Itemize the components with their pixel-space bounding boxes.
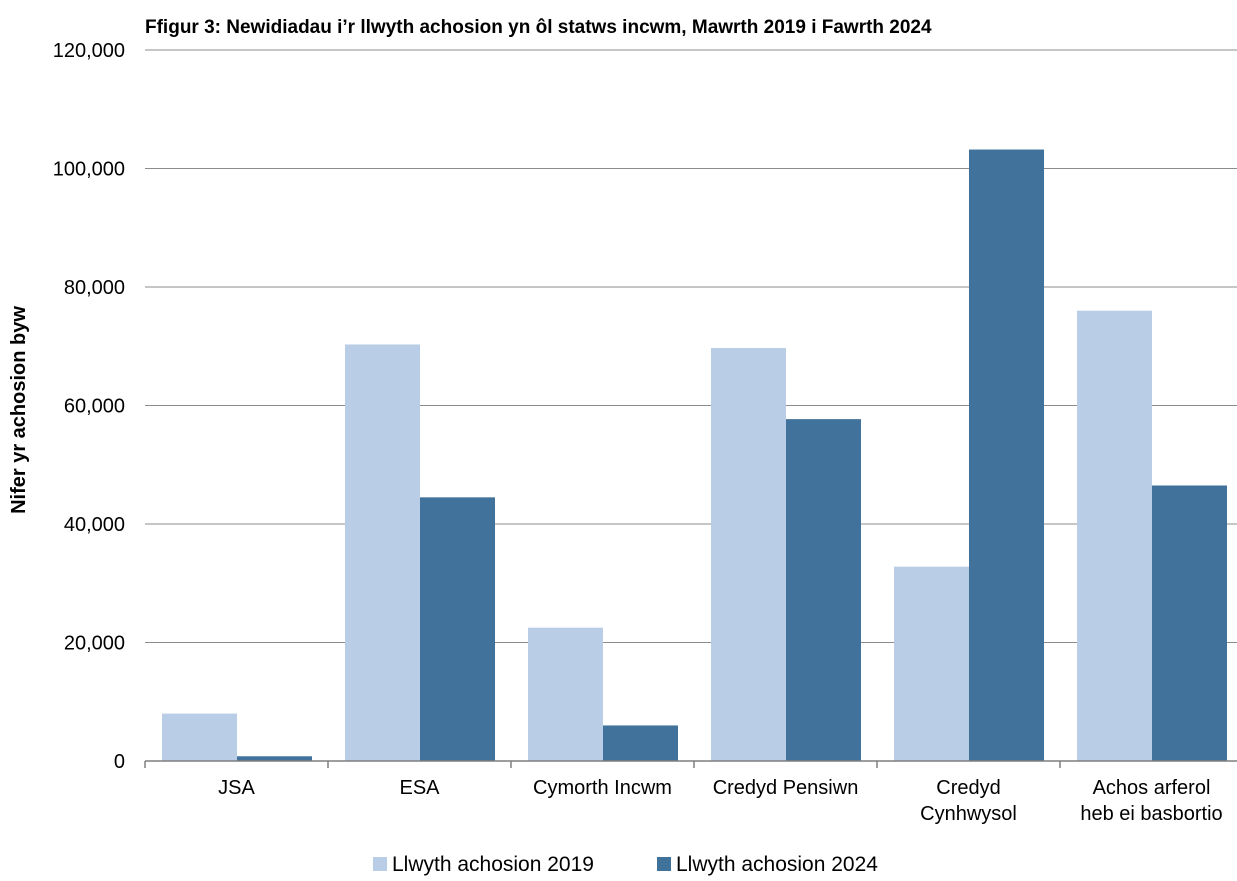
y-tick-label: 20,000	[64, 633, 125, 655]
bar-2024	[603, 725, 678, 761]
legend-label: Llwyth achosion 2024	[676, 853, 878, 876]
y-tick-label: 80,000	[64, 277, 125, 299]
x-tick-label: Credyd Cynhwysol	[920, 777, 1017, 825]
legend-label: Llwyth achosion 2019	[392, 853, 594, 876]
bar-2019	[162, 713, 237, 761]
bar-2024	[1152, 485, 1227, 761]
chart-title: Ffigur 3: Newidiadau i’r llwyth achosion…	[145, 17, 932, 38]
y-tick-label: 0	[114, 751, 125, 773]
bar-2019	[894, 566, 969, 761]
x-tick-label: Achos arferol heb ei basbortio	[1080, 777, 1222, 825]
x-tick-label: JSA	[218, 777, 255, 799]
y-tick-label: 40,000	[64, 514, 125, 536]
legend-swatch	[373, 857, 387, 871]
bar-2024	[969, 149, 1044, 762]
bar-2019	[1077, 310, 1152, 761]
bar-2019	[528, 627, 603, 761]
x-tick-label: Cymorth Incwm	[533, 777, 672, 799]
axes: 0 20,000 40,000 60,000 80,000 100,000 120,000 J…	[53, 40, 1237, 825]
gridlines	[145, 49, 1237, 643]
y-tick-label: 120,000	[53, 40, 125, 62]
y-axis-label: Nifer yr achosion byw	[8, 306, 30, 514]
bars	[162, 149, 1227, 762]
y-tick-label: 100,000	[53, 159, 125, 181]
x-tick-label: Credyd Pensiwn	[713, 777, 859, 799]
legend-swatch	[657, 857, 671, 871]
bar-2024	[237, 756, 312, 761]
bar-2019	[711, 348, 786, 761]
y-tick-label: 60,000	[64, 396, 125, 418]
x-tick-label: ESA	[399, 777, 440, 799]
bar-2024	[420, 497, 495, 761]
bar-2019	[345, 344, 420, 761]
bar-2024	[786, 419, 861, 761]
legend: Llwyth achosion 2019 Llwyth achosion 2024	[373, 853, 878, 876]
